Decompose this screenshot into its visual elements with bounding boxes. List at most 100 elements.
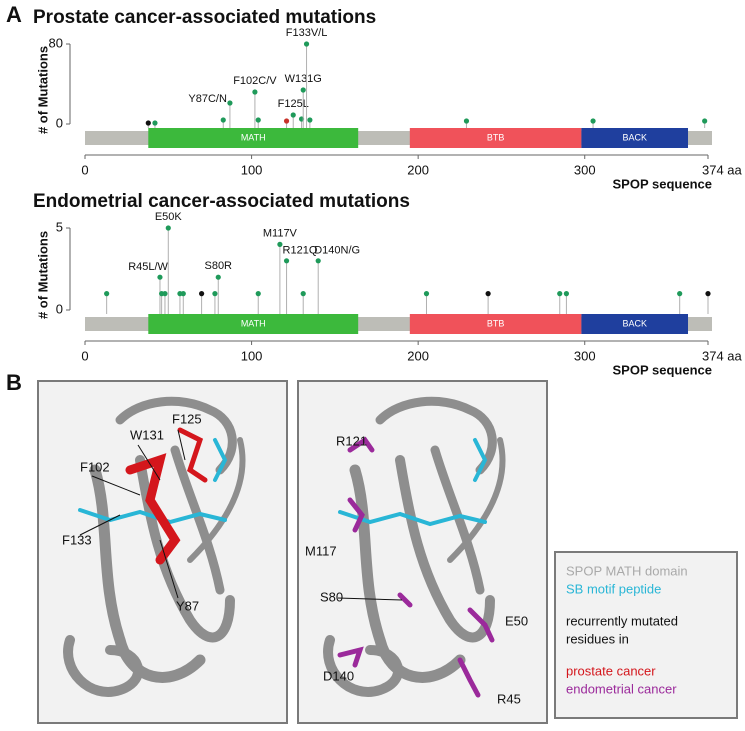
x-axis-label: SPOP sequence	[613, 176, 712, 191]
mutation-label: F133V/L	[286, 27, 328, 39]
lollipop-dot	[252, 89, 258, 95]
legend: SPOP MATH domain SB motif peptide recurr…	[566, 563, 688, 696]
mutation-label: S80R	[204, 260, 232, 272]
leader-lines	[79, 429, 403, 601]
legend-text: endometrial cancer	[566, 681, 677, 696]
lollipop-dot	[290, 112, 296, 118]
x-tick-label: 100	[241, 348, 263, 363]
lollipop-dot	[255, 291, 261, 297]
domain-name: BTB	[487, 132, 505, 142]
mutation-label: R121Q	[283, 245, 318, 257]
domain	[148, 128, 359, 148]
y-tick-label: 80	[49, 35, 63, 50]
mutation-label: F125L	[278, 98, 309, 110]
panel-label: A	[6, 2, 22, 27]
lollipop-dot	[152, 120, 158, 126]
lollipop-dot	[705, 291, 711, 297]
y-tick-label: 0	[56, 115, 63, 130]
domain-name: BTB	[487, 318, 505, 328]
lollipop-dot	[307, 117, 313, 123]
residue-label: F102	[80, 459, 110, 474]
lollipop-dot	[702, 118, 708, 124]
residue-label: E50	[505, 613, 528, 628]
residue-label: F125	[172, 411, 202, 426]
x-axis-label: SPOP sequence	[613, 362, 712, 377]
mutation-label: D140N/G	[314, 245, 360, 257]
structure-labels: W131 F125 F102 F133 Y87 R121 M117 S80 E5…	[62, 411, 528, 706]
lollipop-dot	[220, 117, 226, 123]
domain	[581, 314, 689, 334]
residue-label: R45	[497, 691, 521, 706]
mutation-label: R45L/W	[128, 261, 168, 273]
lollipop-dot	[255, 117, 261, 123]
y-axis-label: # of Mutations	[35, 46, 50, 134]
residue-label: S80	[320, 589, 343, 604]
x-tick-label: 300	[574, 162, 596, 177]
residue-label: Y87	[176, 598, 199, 613]
lollipop-dot	[227, 100, 233, 106]
lollipop-dot	[315, 258, 321, 264]
lollipop-dot	[300, 291, 306, 297]
lollipop-dot	[277, 241, 283, 247]
domain-name: BACK	[622, 132, 647, 142]
domain	[409, 314, 582, 334]
legend-box	[554, 551, 738, 719]
lollipop-dot	[557, 291, 563, 297]
x-tick-label: 100	[241, 162, 263, 177]
domain-name: MATH	[241, 318, 266, 328]
y-axis-label: # of Mutations	[35, 231, 50, 319]
x-tick-label: 374 aa	[702, 348, 743, 363]
lollipop-dot	[157, 274, 163, 280]
residue-label: R121	[336, 433, 367, 448]
chart-title: Endometrial cancer-associated mutations	[33, 191, 410, 212]
lollipop-dot	[300, 87, 306, 93]
residue-label: M117	[305, 543, 337, 558]
lollipop-dot	[162, 291, 168, 297]
protein-cartoon	[63, 396, 506, 697]
x-tick-label: 0	[81, 348, 88, 363]
residue-label: D140	[323, 668, 354, 683]
mutation-label: W131G	[285, 73, 322, 85]
legend-text: SPOP MATH domain	[566, 563, 688, 578]
residue-label: W131	[130, 427, 164, 442]
legend-text: SB motif peptide	[566, 581, 661, 596]
x-tick-label: 200	[407, 348, 429, 363]
domain	[148, 314, 359, 334]
x-tick-label: 300	[574, 348, 596, 363]
mutation-label: Y87C/N	[188, 93, 227, 105]
lollipop-dot	[199, 291, 205, 297]
x-tick-label: 200	[407, 162, 429, 177]
lollipop-dot	[423, 291, 430, 297]
lollipop-dot	[283, 118, 290, 124]
y-tick-label: 5	[56, 219, 63, 234]
lollipop-dot	[463, 118, 470, 124]
mutation-label: F102C/V	[233, 75, 277, 87]
lollipop-dot	[563, 291, 570, 297]
lollipop-dot	[303, 41, 310, 47]
legend-text: residues in	[566, 631, 629, 646]
legend-text: recurrently mutated	[566, 613, 678, 628]
legend-text: prostate cancer	[566, 663, 656, 678]
panel-label: B	[6, 370, 22, 395]
lollipop-dot	[590, 118, 596, 124]
domain	[409, 128, 582, 148]
chart-title: Prostate cancer-associated mutations	[33, 7, 376, 28]
residue-label: F133	[62, 532, 92, 547]
domain-name: MATH	[241, 132, 266, 142]
domain-name: BACK	[622, 318, 647, 328]
lollipop-dot	[677, 291, 683, 297]
lollipop-dot	[165, 225, 171, 231]
domain	[581, 128, 689, 148]
lollipop-dot	[283, 258, 290, 264]
lollipop-dot	[212, 291, 218, 297]
mutation-label: E50K	[155, 211, 183, 223]
lollipop-dot	[104, 291, 110, 297]
lollipop-dot	[215, 274, 221, 280]
x-tick-label: 0	[81, 162, 88, 177]
y-tick-label: 0	[56, 301, 63, 316]
lollipop-dot	[485, 291, 491, 297]
peptide-sticks	[78, 438, 488, 527]
lollipop-dot	[145, 120, 151, 126]
x-tick-label: 374 aa	[702, 162, 743, 177]
